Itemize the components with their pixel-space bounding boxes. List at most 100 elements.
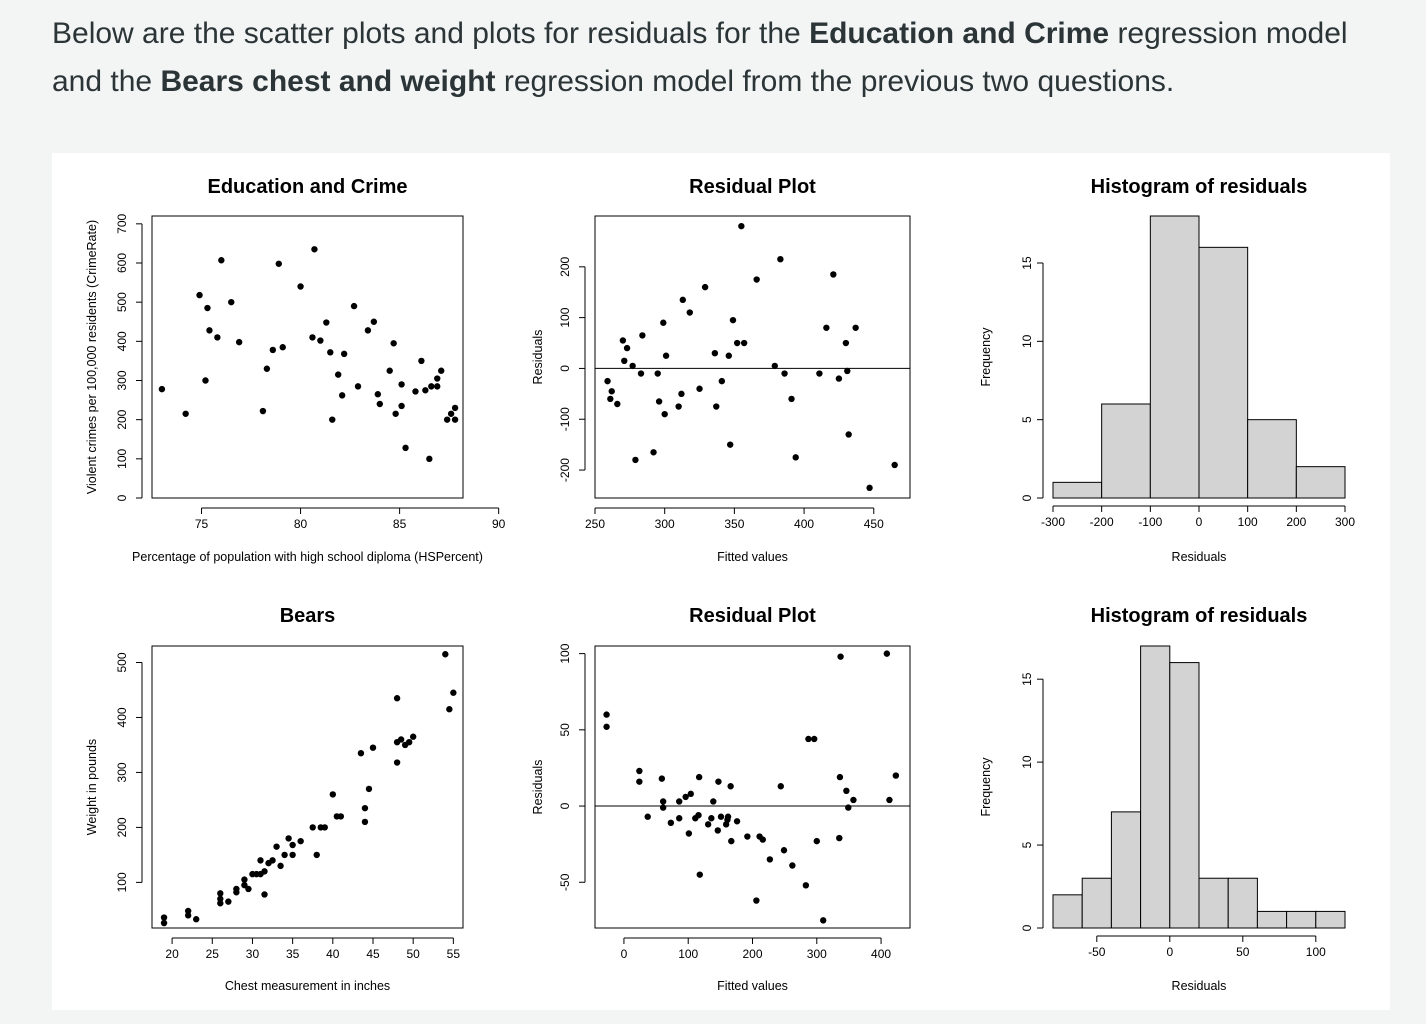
data-point — [182, 410, 189, 417]
data-point — [852, 324, 859, 331]
histogram-bar — [1295, 466, 1346, 499]
data-point — [637, 370, 645, 377]
axes: 250 300 350 400 450 -200 -100 0 100 200 — [558, 215, 911, 531]
data-point — [313, 851, 320, 859]
x-tick-label: 0 — [621, 947, 628, 961]
data-points — [160, 651, 457, 927]
data-point — [204, 304, 211, 312]
x-tick-label: -50 — [1088, 945, 1106, 959]
data-point — [695, 773, 703, 781]
data-point — [397, 736, 405, 743]
x-tick-label: 75 — [195, 517, 209, 531]
data-point — [225, 898, 232, 905]
data-point — [789, 862, 796, 869]
data-point — [365, 785, 373, 793]
plot-frame — [594, 645, 911, 929]
data-point — [728, 837, 735, 845]
histogram-bars — [1052, 215, 1346, 499]
x-tick-label: 450 — [864, 517, 884, 531]
x-tick-label: -300 — [1041, 515, 1065, 529]
data-point — [259, 407, 267, 415]
data-point — [340, 350, 348, 358]
x-tick-label: 0 — [1166, 945, 1173, 959]
data-point — [158, 385, 166, 393]
data-point — [184, 907, 192, 915]
data-point — [451, 404, 459, 412]
data-point — [813, 837, 820, 845]
y-tick-label: 0 — [1020, 924, 1034, 931]
data-point — [235, 338, 243, 346]
data-point — [738, 222, 745, 230]
data-point — [727, 783, 734, 790]
data-point — [603, 711, 610, 718]
data-point — [866, 484, 873, 492]
data-point — [619, 337, 627, 344]
data-point — [192, 916, 200, 923]
data-point — [289, 851, 296, 859]
data-point — [661, 410, 668, 418]
data-point — [740, 339, 748, 347]
y-tick-label: 400 — [115, 707, 129, 727]
data-point — [218, 257, 225, 264]
x-tick-label: 85 — [393, 517, 407, 531]
histogram-bar — [1227, 877, 1258, 929]
data-point — [816, 370, 823, 377]
data-point — [217, 890, 224, 897]
data-point — [676, 815, 683, 822]
data-point — [608, 388, 615, 395]
data-point — [644, 813, 651, 820]
data-point — [659, 804, 667, 811]
data-point — [261, 891, 268, 898]
data-point — [398, 402, 405, 410]
data-point — [678, 390, 685, 398]
data-point — [285, 835, 292, 842]
y-tick-label: 15 — [1020, 256, 1034, 270]
data-point — [402, 444, 409, 452]
y-tick-label: 100 — [558, 307, 572, 327]
intro-paragraph: Below are the scatter plots and plots fo… — [52, 10, 1392, 106]
data-points — [158, 246, 459, 463]
x-tick-label: 200 — [1286, 515, 1306, 529]
x-tick-label: 35 — [286, 947, 300, 961]
chart-title: Education and Crime — [207, 176, 407, 198]
data-point — [687, 790, 694, 798]
plot-frame — [151, 215, 464, 499]
data-point — [418, 357, 425, 365]
plot-frame — [151, 645, 464, 929]
data-point — [289, 841, 296, 849]
chart-title: Residual Plot — [689, 176, 816, 198]
data-point — [604, 377, 611, 385]
x-tick-label: 50 — [406, 947, 420, 961]
data-point — [621, 357, 628, 365]
data-point — [297, 283, 304, 290]
data-point — [837, 653, 844, 660]
intro-text-3: regression model from the previous two q… — [495, 65, 1175, 98]
data-points — [604, 222, 898, 492]
data-point — [257, 857, 264, 864]
x-tick-label: 80 — [294, 517, 308, 531]
y-tick-label: 200 — [558, 256, 572, 276]
data-point — [802, 882, 810, 889]
data-points — [603, 650, 900, 924]
data-point — [442, 651, 449, 658]
y-tick-label: 5 — [1020, 841, 1034, 848]
data-point — [241, 876, 248, 883]
data-point — [434, 375, 441, 382]
data-point — [443, 416, 451, 423]
data-point — [335, 371, 342, 378]
data-point — [409, 733, 417, 740]
data-point — [886, 796, 893, 804]
data-point — [714, 827, 721, 834]
x-axis-label: Fitted values — [717, 979, 788, 993]
data-point — [708, 815, 715, 822]
data-point — [184, 912, 192, 919]
chart-title: Histogram of residuals — [1091, 605, 1308, 627]
data-point — [766, 856, 774, 863]
x-tick-label: 25 — [206, 947, 220, 961]
data-point — [241, 881, 248, 889]
chart-edu-scatter: Education and Crime Percentage of populat… — [85, 176, 506, 564]
x-axis-label: Chest measurement in inches — [225, 979, 390, 993]
data-point — [695, 812, 702, 819]
data-point — [160, 914, 168, 921]
data-point — [350, 302, 358, 310]
